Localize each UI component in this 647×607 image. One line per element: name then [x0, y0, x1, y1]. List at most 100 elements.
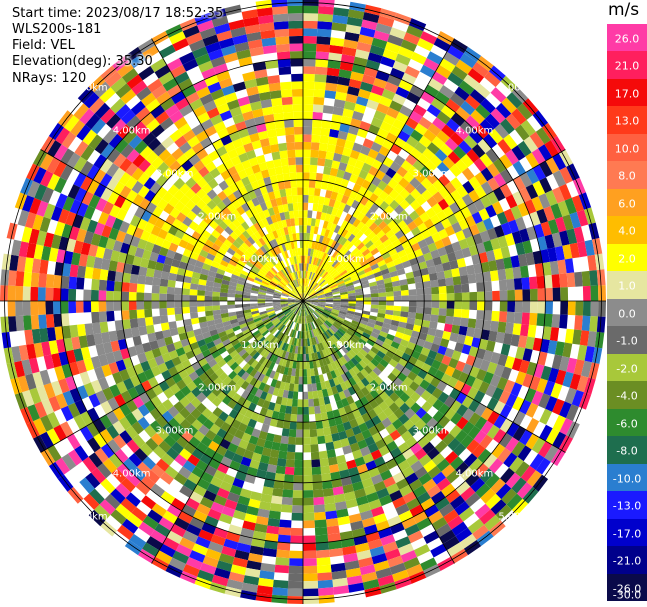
range-gate [543, 206, 556, 222]
range-gate [343, 319, 352, 326]
range-gate [232, 477, 245, 489]
range-gate [216, 487, 230, 499]
range-gate [512, 411, 526, 426]
range-gate [297, 315, 300, 324]
range-gate [406, 454, 419, 467]
range-gate [313, 284, 320, 291]
range-gate [151, 503, 167, 517]
range-gate [332, 304, 341, 307]
colorbar-tick-label: -13.0 [612, 499, 642, 513]
range-gate [312, 257, 317, 265]
range-gate [379, 582, 397, 594]
range-gate [424, 301, 432, 308]
range-gate [303, 35, 317, 44]
range-gate [331, 270, 339, 278]
range-gate [359, 396, 369, 406]
range-gate [303, 66, 316, 75]
range-gate [409, 504, 425, 517]
range-gate [303, 301, 309, 307]
range-gate [329, 37, 345, 47]
range-gate [208, 541, 224, 554]
range-gate [369, 193, 379, 203]
range-gate [363, 297, 372, 301]
range-gate [343, 491, 356, 502]
range-gate [384, 195, 395, 206]
range-gate [322, 105, 334, 114]
range-gate [471, 337, 481, 349]
range-gate [398, 177, 410, 189]
range-gate [284, 119, 294, 128]
range-gate [305, 338, 308, 347]
range-gate [185, 413, 197, 425]
range-gate [303, 13, 319, 22]
range-gate [324, 348, 331, 357]
range-gate [497, 138, 512, 155]
range-gate [338, 407, 347, 417]
range-gate [385, 458, 398, 470]
range-gate [273, 403, 281, 413]
range-gate [333, 200, 341, 210]
range-gate [584, 207, 596, 225]
range-gate [382, 48, 398, 61]
range-gate [340, 538, 355, 548]
range-gate [374, 376, 384, 386]
range-gate [303, 308, 306, 317]
range-gate [421, 320, 431, 328]
range-gate [356, 202, 365, 213]
range-gate [406, 277, 416, 285]
range-gate [486, 424, 500, 439]
range-gate [592, 238, 603, 255]
range-gate [512, 176, 526, 191]
range-gate [391, 315, 401, 322]
range-gate [348, 368, 357, 378]
range-gate [499, 404, 513, 419]
range-gate [321, 252, 328, 261]
range-gate [283, 111, 294, 121]
range-gate [517, 335, 528, 349]
range-gate [312, 119, 322, 128]
range-gate [383, 277, 392, 284]
range-gate [426, 447, 440, 460]
range-gate [329, 425, 339, 435]
range-gate [322, 173, 330, 183]
range-gate [385, 291, 394, 297]
range-gate [297, 202, 303, 211]
range-gate [303, 73, 315, 82]
range-gate [316, 267, 322, 275]
range-gate [424, 235, 435, 246]
range-gate [352, 279, 361, 285]
range-gate [373, 405, 384, 416]
range-gate [316, 36, 331, 45]
range-gate [562, 214, 574, 231]
range-gate [431, 453, 445, 466]
range-gate [455, 106, 471, 121]
range-gate [581, 270, 591, 287]
range-gate [276, 322, 283, 330]
range-gate [257, 462, 269, 472]
range-gate [23, 315, 32, 331]
range-gate [232, 81, 247, 93]
range-gate [398, 357, 408, 367]
range-gate [193, 430, 205, 442]
range-gate [487, 177, 500, 192]
range-gate [319, 325, 326, 333]
range-gate [375, 275, 384, 282]
range-gate [458, 140, 472, 154]
range-gate [311, 272, 316, 281]
range-gate [590, 301, 599, 317]
range-gate [476, 282, 485, 292]
colorbar: 26.0 21.0 17.0 13.0 10.0 8.0 6.0 4.0 2.0 1.0 0.0 -1… [607, 24, 647, 602]
range-gate [344, 279, 353, 285]
range-gate [296, 307, 301, 316]
range-gate [431, 136, 445, 149]
range-gate [379, 234, 389, 244]
range-gate [493, 187, 506, 202]
range-gate [303, 301, 311, 303]
range-gate [376, 487, 390, 499]
range-gate [303, 550, 317, 559]
range-gate [368, 335, 378, 343]
range-gate [183, 442, 197, 455]
range-gate [296, 323, 300, 331]
range-gate [340, 178, 350, 188]
range-gate [205, 429, 217, 441]
